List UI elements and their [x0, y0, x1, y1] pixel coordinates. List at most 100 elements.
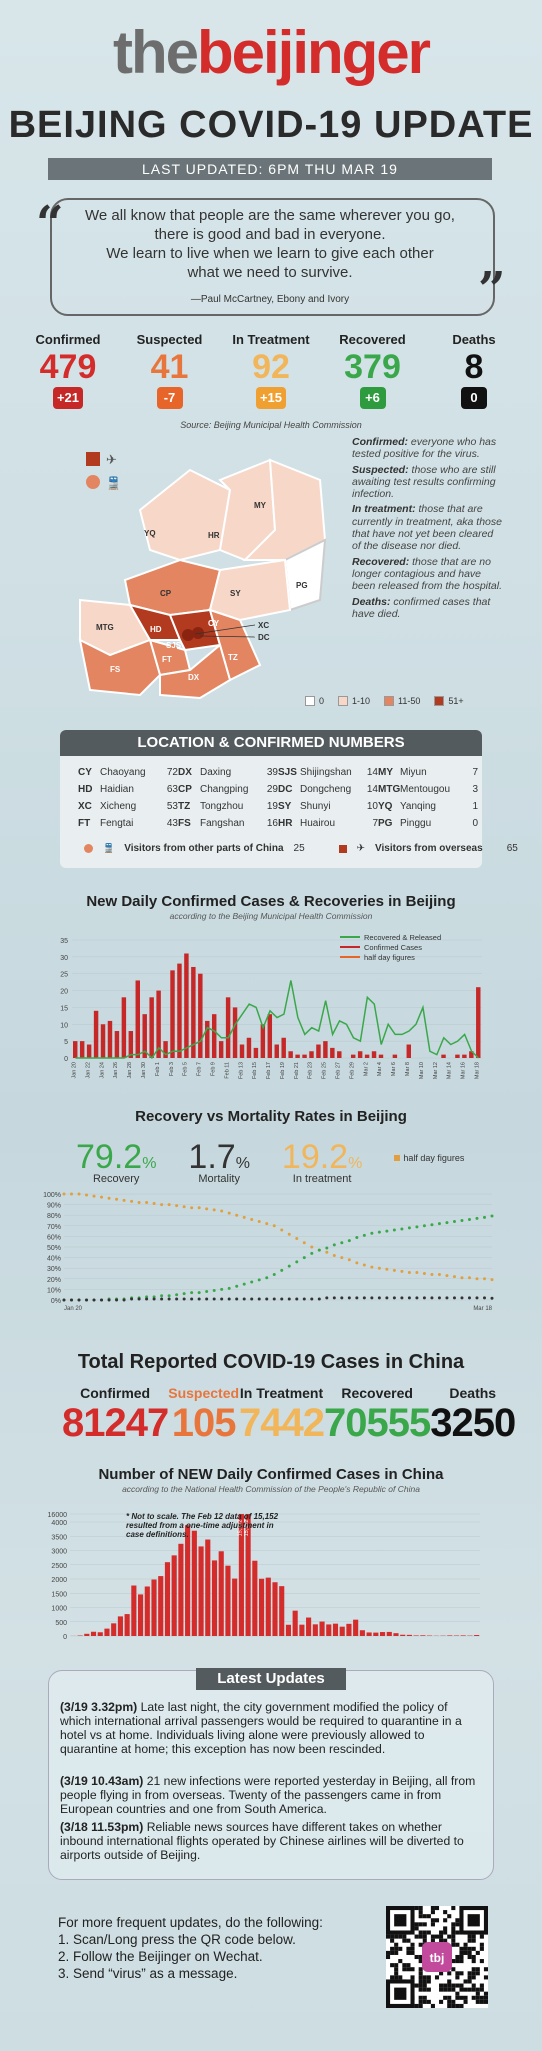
qr-module [447, 2003, 452, 2008]
stat-suspected: Suspected 41 -7 [122, 332, 218, 409]
china-stat-in-treatment: In Treatment 7442 [239, 1385, 325, 1445]
x-tick-label: Feb 19 [280, 1062, 286, 1079]
china-visitor-icon [84, 844, 93, 853]
confirmed-bar [114, 1031, 120, 1058]
rate-point [242, 1215, 246, 1219]
qr-module [390, 1950, 395, 1955]
qr-module [467, 1987, 472, 1992]
train-icon: 🚆 [106, 476, 121, 490]
rate-point [130, 1199, 134, 1203]
confirmed-bar [316, 1044, 321, 1058]
district-labels: YQ HR MY PG CP SY MTG HD XC CY DC FT SJS… [96, 501, 308, 682]
qr-module [463, 1999, 468, 2004]
qr-module [443, 1930, 448, 1935]
confirmed-bar [441, 1054, 446, 1058]
qr-module [467, 1950, 472, 1955]
location-cell: SJS Shijingshan 14 [278, 767, 378, 778]
y-tick-label: 4000 [51, 1520, 67, 1527]
rate-recovery: 79.2% Recovery [76, 1138, 157, 1185]
qr-module [410, 1946, 415, 1951]
rate-point [100, 1195, 104, 1199]
rate-point [92, 1298, 96, 1302]
confirmed-bar [198, 973, 203, 1058]
x-tick-label: Mar 2 [363, 1062, 369, 1076]
rate-point [437, 1222, 441, 1226]
qr-module [451, 1983, 456, 1988]
qr-module [418, 2003, 423, 2008]
qr-module [459, 1959, 464, 1964]
qr-module [410, 1950, 415, 1955]
qr-module [451, 1938, 456, 1943]
china-totals-title: Total Reported COVID-19 Cases in China [77, 1351, 465, 1373]
rate-point [317, 1248, 321, 1252]
qr-module [479, 1987, 484, 1992]
stat-recovered: Recovered 379 +6 [325, 332, 421, 409]
qr-module [471, 1995, 476, 2000]
rate-point [475, 1296, 479, 1300]
y-tick-label: 60% [47, 1234, 61, 1241]
qr-module [422, 1922, 427, 1927]
rate-point [280, 1228, 284, 1232]
rate-point [340, 1296, 344, 1300]
wechat-qr-code[interactable]: tbj [386, 1906, 488, 2008]
qr-module [418, 1971, 423, 1976]
rate-point [347, 1296, 351, 1300]
confirmed-bar [274, 1044, 279, 1058]
location-cell: TZ Tongzhou 19 [178, 801, 278, 812]
definition-item: Confirmed: everyone who has tested posit… [352, 436, 497, 461]
qr-module [394, 1967, 399, 1972]
qr-module [483, 1991, 488, 1996]
rate-point [70, 1192, 74, 1196]
rate-point [445, 1274, 449, 1278]
x-tick-label: Mar 4 [377, 1062, 383, 1076]
update-item: (3/18 11.53pm) Reliable news sources hav… [60, 1820, 464, 1862]
rate-point [467, 1276, 471, 1280]
qr-module [455, 1918, 460, 1923]
qr-module [426, 1987, 431, 1992]
rate-point [152, 1297, 156, 1301]
rate-point [407, 1296, 411, 1300]
rate-point [77, 1192, 81, 1196]
rate-point [445, 1296, 449, 1300]
plane-icon: ✈ [106, 452, 117, 467]
qr-module [430, 1922, 435, 1927]
confirmed-bar [79, 1041, 85, 1058]
y-tick-label: 20 [60, 989, 68, 996]
rate-point [250, 1297, 254, 1301]
qr-module [455, 1959, 460, 1964]
rate-point [287, 1264, 291, 1268]
qr-module [455, 1942, 460, 1947]
confirmed-bar [121, 997, 127, 1058]
china-bar [413, 1635, 419, 1636]
qr-module [455, 1991, 460, 1996]
china-bar [279, 1586, 285, 1636]
rate-point [220, 1287, 224, 1291]
rate-point [437, 1296, 441, 1300]
qr-module [390, 1934, 395, 1939]
y-tick-label: 35 [60, 938, 68, 945]
rate-point [400, 1296, 404, 1300]
qr-module [467, 1946, 472, 1951]
qr-module [418, 1975, 423, 1980]
x-tick-label: Mar 16 [461, 1062, 467, 1079]
chart-title: Number of NEW Daily Confirmed Cases in C… [98, 1466, 444, 1483]
map-label: MY [254, 501, 267, 510]
confirmed-bar [267, 1014, 273, 1058]
stat-in-treatment: In Treatment 92 +15 [223, 332, 319, 409]
x-tick-label: Mar 12 [433, 1062, 439, 1079]
y-tick-label: 20% [47, 1277, 61, 1284]
location-nm: Haidian [100, 784, 134, 795]
qr-module [467, 1954, 472, 1960]
page-title: BEIJING COVID-19 UPDATE [8, 104, 534, 146]
china-bar [265, 1577, 271, 1636]
train-icon: 🚆 [103, 843, 115, 853]
qr-module [418, 1987, 423, 1992]
qr-module [451, 1987, 456, 1992]
update-item: (3/19 10.43am) 21 new infections were re… [60, 1774, 476, 1816]
china-bar [326, 1624, 332, 1636]
qr-module [422, 1999, 427, 2004]
confirmed-bar [170, 970, 175, 1058]
china-bar [124, 1614, 130, 1636]
qr-module [394, 1946, 399, 1951]
confirmed-bar [128, 1031, 134, 1058]
